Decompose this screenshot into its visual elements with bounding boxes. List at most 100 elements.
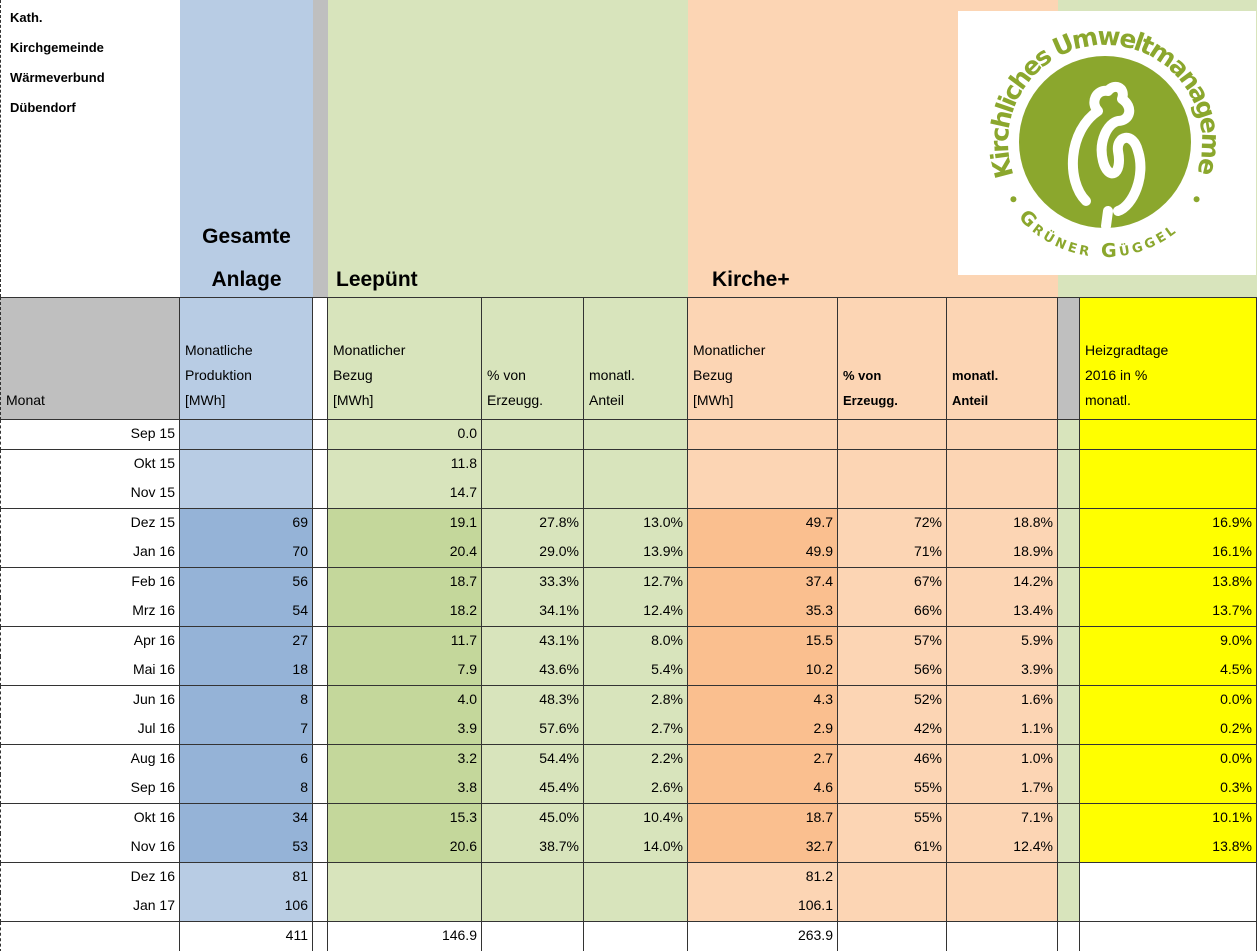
value-cell: 0.0 <box>328 420 482 450</box>
value-cell: 18.2 <box>328 597 482 627</box>
month-cell: Sep 15 <box>0 420 180 450</box>
value-cell: 0.2% <box>1080 715 1257 745</box>
header-line: monatl. <box>589 367 635 383</box>
value-cell: 16.9% <box>1080 508 1257 539</box>
logo: Kirchliches UmweltmanagementGrüner Gügge… <box>958 11 1256 275</box>
value-cell <box>1058 597 1080 627</box>
value-cell: 57.6% <box>482 715 584 745</box>
value-cell <box>313 508 328 539</box>
value-cell: 43.1% <box>482 626 584 657</box>
value-cell: 54 <box>180 597 313 627</box>
value-cell: 56 <box>180 567 313 598</box>
value-cell: 13.4% <box>947 597 1058 627</box>
value-cell: 54.4% <box>482 744 584 775</box>
value-cell: 81 <box>180 862 313 893</box>
value-cell <box>482 892 584 922</box>
group-label: Kirche+ <box>712 268 790 291</box>
value-cell: 12.7% <box>584 567 688 598</box>
month-cell: Jun 16 <box>0 685 180 716</box>
band-gap <box>313 0 328 297</box>
value-cell: 1.0% <box>947 744 1058 775</box>
value-cell <box>1058 833 1080 863</box>
value-cell <box>313 862 328 893</box>
title-line: Kath. <box>10 10 43 25</box>
header-line: % von <box>487 367 526 383</box>
value-cell: 70 <box>180 538 313 568</box>
value-cell <box>313 921 328 951</box>
value-cell <box>313 420 328 450</box>
value-cell: 10.4% <box>584 803 688 834</box>
value-cell: 35.3 <box>688 597 838 627</box>
title-line: Dübendorf <box>10 100 76 115</box>
value-cell <box>838 862 947 893</box>
value-cell: 4.5% <box>1080 656 1257 686</box>
value-cell: 18 <box>180 656 313 686</box>
value-cell: 14.0% <box>584 833 688 863</box>
column-header: % von Erzeugg. <box>838 297 947 420</box>
value-cell: 81.2 <box>688 862 838 893</box>
header-line: Erzeugg. <box>843 393 898 408</box>
value-cell <box>1058 744 1080 775</box>
value-cell: 2.9 <box>688 715 838 745</box>
column-header <box>313 297 328 420</box>
column-header: % von Erzeugg. <box>482 297 584 420</box>
month-cell <box>0 921 180 951</box>
value-cell <box>313 449 328 480</box>
value-cell <box>313 567 328 598</box>
band-leepuent <box>328 0 688 297</box>
value-cell <box>1080 862 1257 893</box>
header-line: Anteil <box>952 393 989 408</box>
value-cell: 67% <box>838 567 947 598</box>
value-cell: 3.8 <box>328 774 482 804</box>
value-cell: 4.6 <box>688 774 838 804</box>
value-cell: 20.4 <box>328 538 482 568</box>
month-cell: Mrz 16 <box>0 597 180 627</box>
value-cell: 3.2 <box>328 744 482 775</box>
value-cell: 3.9% <box>947 656 1058 686</box>
value-cell: 4.3 <box>688 685 838 716</box>
value-cell: 7.9 <box>328 656 482 686</box>
value-cell <box>1080 921 1257 951</box>
value-cell <box>1058 449 1080 480</box>
header-line: Bezug <box>693 367 733 383</box>
month-cell: Nov 16 <box>0 833 180 863</box>
value-cell: 8 <box>180 774 313 804</box>
value-cell: 57% <box>838 626 947 657</box>
value-cell: 18.8% <box>947 508 1058 539</box>
value-cell: 0.0% <box>1080 685 1257 716</box>
value-cell <box>838 479 947 509</box>
value-cell <box>482 921 584 951</box>
header-line: Anteil <box>589 392 625 408</box>
header-line: monatl. <box>1085 392 1131 408</box>
header-line: Bezug <box>333 367 373 383</box>
value-cell <box>180 449 313 480</box>
value-cell <box>180 420 313 450</box>
value-cell <box>1058 626 1080 657</box>
value-cell: 46% <box>838 744 947 775</box>
value-cell: 263.9 <box>688 921 838 951</box>
value-cell: 49.9 <box>688 538 838 568</box>
value-cell: 71% <box>838 538 947 568</box>
value-cell: 1.1% <box>947 715 1058 745</box>
value-cell <box>688 479 838 509</box>
group-label: Anlage <box>211 268 282 291</box>
value-cell: 43.6% <box>482 656 584 686</box>
value-cell <box>1058 685 1080 716</box>
month-cell: Nov 15 <box>0 479 180 509</box>
month-cell: Okt 16 <box>0 803 180 834</box>
value-cell <box>1058 479 1080 509</box>
value-cell <box>947 449 1058 480</box>
logo-dot <box>1193 196 1200 203</box>
value-cell: 18.7 <box>328 567 482 598</box>
value-cell: 13.7% <box>1080 597 1257 627</box>
value-cell <box>313 479 328 509</box>
value-cell: 12.4% <box>947 833 1058 863</box>
header-line: Monat <box>6 392 45 408</box>
value-cell: 13.0% <box>584 508 688 539</box>
month-cell: Mai 16 <box>0 656 180 686</box>
month-cell: Feb 16 <box>0 567 180 598</box>
value-cell: 27 <box>180 626 313 657</box>
value-cell: 2.8% <box>584 685 688 716</box>
value-cell: 48.3% <box>482 685 584 716</box>
value-cell: 19.1 <box>328 508 482 539</box>
